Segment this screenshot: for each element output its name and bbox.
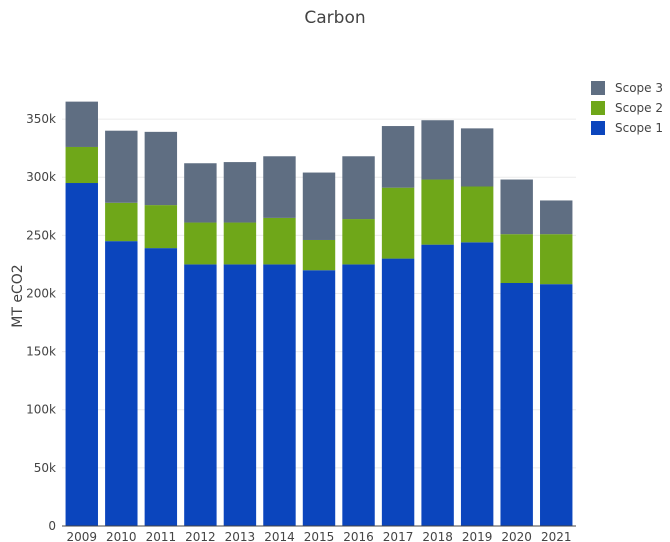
legend-label[interactable]: Scope 3 [615,81,663,95]
x-tick-label: 2011 [146,530,177,542]
legend-swatch[interactable] [591,81,605,95]
legend-swatch[interactable] [591,121,605,135]
bar-scope-2-2021[interactable] [540,234,573,285]
bar-scope-1-2021[interactable] [540,284,573,526]
bar-scope-2-2018[interactable] [421,179,454,245]
y-tick-label: 50k [34,461,56,475]
x-tick-label: 2014 [264,530,295,542]
bar-scope-2-2012[interactable] [184,222,217,265]
x-tick-label: 2010 [106,530,137,542]
bar-scope-1-2013[interactable] [223,264,257,526]
bar-scope-1-2015[interactable] [302,270,336,526]
bar-scope-2-2010[interactable] [105,202,138,242]
bar-scope-3-2020[interactable] [500,179,533,235]
x-tick-label: 2020 [501,530,532,542]
bar-scope-2-2013[interactable] [223,222,257,265]
x-tick-label: 2021 [541,530,572,542]
x-tick-label: 2018 [422,530,453,542]
bar-scope-3-2017[interactable] [381,126,415,188]
bar-scope-3-2016[interactable] [342,156,375,220]
bar-scope-2-2017[interactable] [381,187,415,259]
bar-scope-3-2015[interactable] [302,172,336,240]
axes-layer: MT eCO2 0 50k 100k 150k 200k 250k 300k 350k 2009… [10,112,576,542]
y-tick-label: 200k [26,286,56,300]
legend-label[interactable]: Scope 1 [615,121,663,135]
x-tick-label: 2013 [225,530,256,542]
bar-scope-3-2019[interactable] [460,128,494,187]
bar-scope-1-2016[interactable] [342,264,375,526]
bar-scope-2-2015[interactable] [302,239,336,271]
y-tick-label: 100k [26,403,56,417]
x-tick-label: 2015 [304,530,335,542]
x-tick-label: 2016 [343,530,374,542]
bar-scope-2-2009[interactable] [65,146,98,184]
chart-title: Carbon [304,8,366,28]
y-tick-label: 250k [26,228,56,242]
bar-scope-3-2010[interactable] [105,130,138,203]
bar-scope-2-2011[interactable] [144,205,178,249]
y-tick-label: 150k [26,345,56,359]
bar-scope-1-2011[interactable] [144,248,178,526]
bar-scope-1-2010[interactable] [105,241,138,526]
legend[interactable]: Scope 3 Scope 2 Scope 1 [591,81,663,135]
bar-scope-1-2009[interactable] [65,183,98,526]
bar-scope-2-2019[interactable] [460,186,494,243]
bar-scope-1-2017[interactable] [381,258,415,526]
legend-swatch[interactable] [591,101,605,115]
bar-scope-2-2020[interactable] [500,234,533,284]
bar-scope-1-2018[interactable] [421,244,454,526]
bar-scope-1-2014[interactable] [263,264,296,526]
bar-scope-1-2020[interactable] [500,283,533,526]
bar-scope-2-2016[interactable] [342,219,375,265]
y-axis-title: MT eCO2 [10,264,26,327]
bars-layer [65,101,573,526]
bar-scope-3-2012[interactable] [184,163,217,223]
x-tick-label: 2017 [383,530,414,542]
bar-scope-3-2014[interactable] [263,156,296,218]
x-tick-label: 2019 [462,530,493,542]
x-tick-label: 2009 [66,530,97,542]
y-tick-label: 350k [26,112,56,126]
bar-scope-3-2013[interactable] [223,162,257,223]
bar-scope-3-2018[interactable] [421,120,454,180]
legend-label[interactable]: Scope 2 [615,101,663,115]
x-tick-label: 2012 [185,530,216,542]
bar-scope-3-2021[interactable] [540,200,573,235]
bar-scope-3-2009[interactable] [65,101,98,147]
bar-scope-3-2011[interactable] [144,131,178,206]
bar-scope-1-2019[interactable] [460,242,494,526]
y-tick-label: 0 [48,519,56,533]
bar-scope-2-2014[interactable] [263,217,296,265]
bar-scope-1-2012[interactable] [184,264,217,526]
y-tick-label: 300k [26,170,56,184]
